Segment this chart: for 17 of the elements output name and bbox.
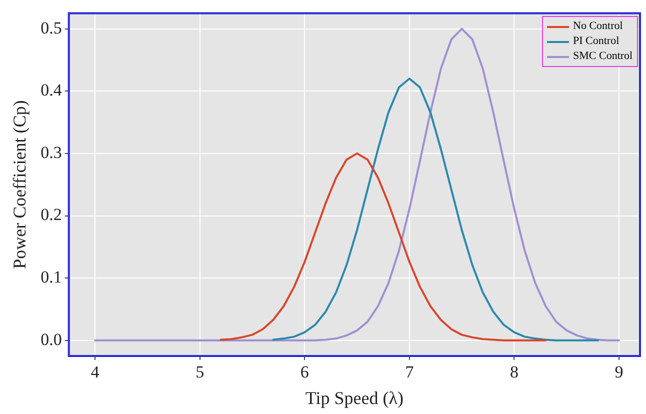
x-tick-label: 8 [510, 362, 518, 382]
legend-label: PI Control [573, 34, 620, 50]
y-tick-label: 0.4 [40, 80, 62, 100]
x-axis-title: Tip Speed (λ) [305, 388, 404, 408]
y-tick-label: 0.2 [40, 205, 62, 224]
x-tick-label: 5 [196, 362, 204, 382]
y-axis-title: Power Coefficient (Cp) [10, 100, 30, 269]
y-tick-label: 0.1 [40, 268, 62, 287]
y-tick-label: 0.3 [40, 142, 62, 162]
legend-label: No Control [573, 19, 623, 34]
y-tick-label: 0.5 [40, 18, 62, 38]
y-tick-label: 0.0 [40, 330, 62, 349]
legend-label: SMC Control [573, 49, 633, 64]
x-tick-label: 4 [90, 362, 100, 382]
x-tick-label: 9 [614, 362, 624, 382]
x-tick-label: 6 [300, 362, 309, 382]
x-tick-label: 7 [405, 362, 414, 382]
